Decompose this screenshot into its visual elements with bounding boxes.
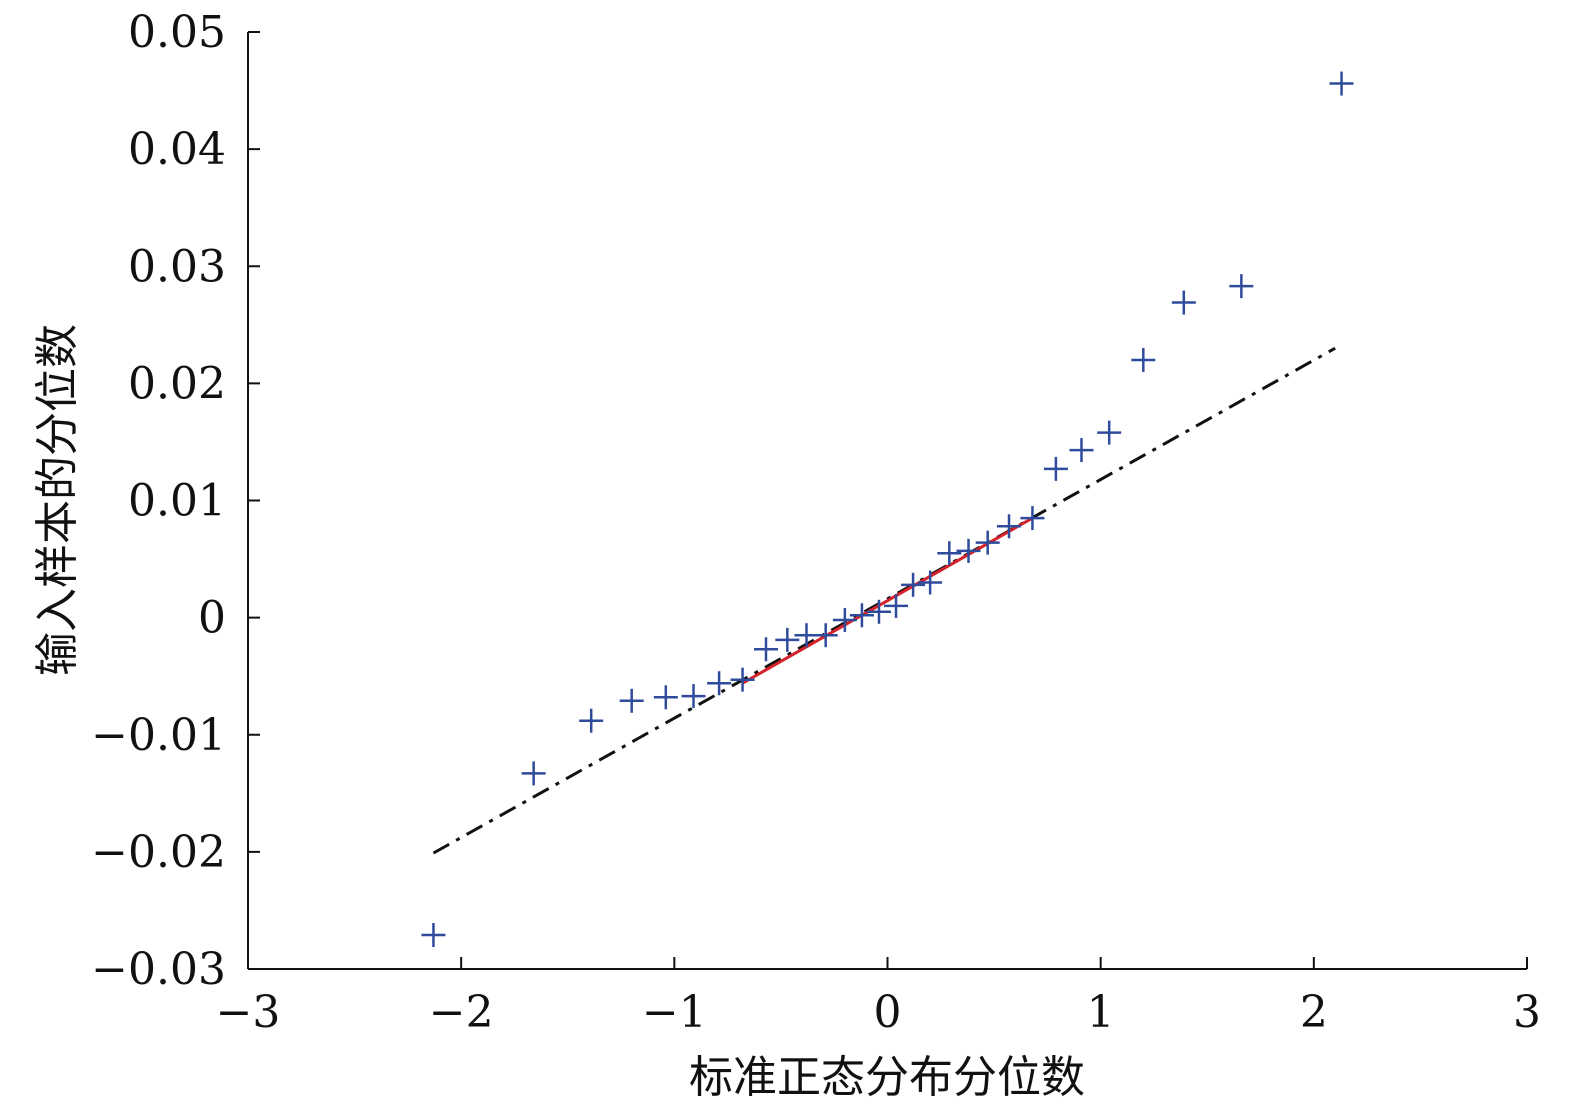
fit-line	[741, 516, 1034, 685]
data-point	[975, 530, 1000, 555]
x-tick-label: −3	[216, 987, 281, 1038]
tick-labels: −3 −2 −1 0 1 2 3 −0.03 −0.02 −0.01 0 0.01 0.02 0.03 0.…	[91, 7, 1541, 1038]
data-point	[849, 603, 874, 628]
data-point	[997, 514, 1022, 539]
y-tick-label: 0.05	[128, 7, 226, 58]
data-point	[619, 688, 644, 713]
x-tick-label: 1	[1087, 987, 1115, 1038]
y-tick-label: −0.02	[91, 827, 226, 878]
y-tick-label: 0.03	[128, 241, 226, 292]
data-point	[1131, 347, 1156, 372]
data-point	[707, 671, 732, 696]
data-point	[1097, 420, 1122, 445]
data-point	[813, 623, 838, 648]
y-tick-label: 0	[198, 593, 226, 644]
x-tick-label: 0	[874, 987, 902, 1038]
x-tick-label: 2	[1300, 987, 1328, 1038]
data-point	[753, 637, 778, 662]
data-point	[681, 684, 706, 709]
data-point	[937, 541, 962, 566]
reference-line	[432, 346, 1336, 855]
data-point	[1171, 290, 1196, 315]
data-point	[866, 599, 891, 624]
data-point	[579, 708, 604, 733]
data-point	[1020, 506, 1045, 531]
y-tick-label: 0.04	[128, 124, 226, 175]
data-point	[775, 627, 800, 652]
y-tick-label: 0.01	[128, 476, 226, 527]
x-axis-title: 标准正态分布分位数	[689, 1052, 1085, 1103]
y-tick-label: −0.03	[91, 944, 226, 995]
data-point	[521, 761, 546, 786]
axes	[247, 31, 1528, 970]
data-point	[884, 593, 909, 618]
y-tick-label: 0.02	[128, 358, 226, 409]
reference-lines	[432, 346, 1336, 855]
data-point	[918, 570, 943, 595]
data-point	[1043, 456, 1068, 481]
sample-points	[421, 71, 1354, 948]
x-tick-label: −2	[429, 987, 494, 1038]
data-point	[1229, 274, 1254, 299]
data-point	[1069, 438, 1094, 463]
data-point	[730, 667, 755, 692]
data-point	[653, 685, 678, 710]
x-tick-label: 3	[1513, 987, 1541, 1038]
data-point	[832, 607, 857, 632]
data-point	[1329, 71, 1354, 96]
data-point	[421, 923, 446, 948]
x-tick-label: −1	[642, 987, 707, 1038]
data-point	[901, 572, 926, 597]
y-axis-title: 输入样本的分位数	[32, 324, 83, 676]
data-point	[956, 538, 981, 563]
y-tick-label: −0.01	[91, 710, 226, 761]
